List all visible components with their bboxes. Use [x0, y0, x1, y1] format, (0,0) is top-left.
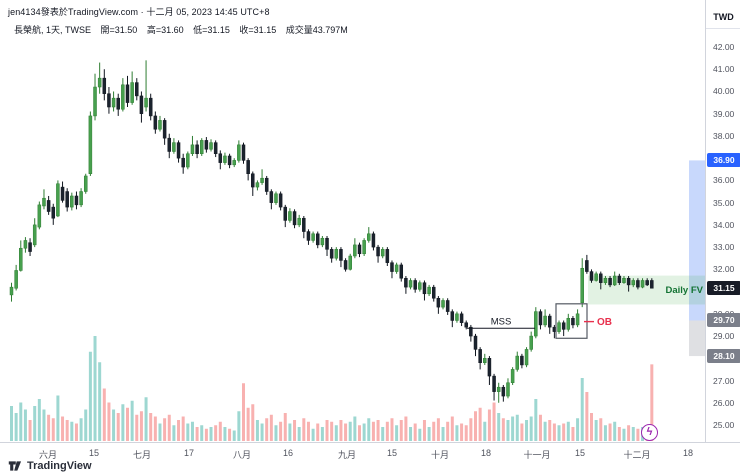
- time-tick: 16: [282, 448, 294, 458]
- ob-annotation[interactable]: OB: [584, 317, 612, 328]
- time-tick: 15: [574, 448, 586, 458]
- price-marker: 28.10: [707, 349, 740, 364]
- daily-fv-label: Daily FV: [666, 285, 704, 296]
- tradingview-logo[interactable]: TradingView: [8, 459, 92, 473]
- time-tick: 九月: [337, 450, 357, 460]
- ohlc-high: 高=31.60: [146, 25, 184, 35]
- price-tick: 25.00: [713, 419, 735, 430]
- volume-value: 成交量43.797M: [285, 25, 348, 35]
- mss-label: MSS: [491, 316, 512, 327]
- price-tick: 26.00: [713, 397, 735, 408]
- ohlc-open: 開=31.50: [100, 25, 138, 35]
- tradingview-logo-icon: [8, 461, 22, 471]
- mss-annotation[interactable]: MSS: [467, 316, 535, 329]
- price-tick: 38.00: [713, 130, 735, 141]
- symbol-info[interactable]: 長榮航, 1天, TWSE: [14, 25, 92, 35]
- time-tick: 十一月: [523, 450, 551, 460]
- price-tick: 27.00: [713, 375, 735, 386]
- price-tick: 42.00: [713, 42, 735, 52]
- price-axis[interactable]: TWD 42.00 41.00 40.00 39.00 38.00 36.00 35.00 3…: [705, 0, 740, 442]
- price-tick: 40.00: [713, 86, 735, 97]
- price-tick: 41.00: [713, 64, 735, 75]
- candles[interactable]: [9, 60, 654, 403]
- time-tick: 18: [480, 448, 492, 458]
- price-tick: 36.00: [713, 175, 735, 186]
- currency-label: TWD: [706, 12, 740, 29]
- ohlc-close: 收=31.15: [239, 25, 277, 35]
- time-axis[interactable]: 六月 15 七月 17 八月 16 九月 15 十月 18 十一月 15 十二月 18: [0, 442, 740, 462]
- boost-lightning-icon[interactable]: ϟ: [641, 424, 658, 441]
- time-tick: 15: [386, 448, 398, 458]
- price-tick: 29.00: [713, 331, 735, 342]
- tradingview-logo-text: TradingView: [27, 460, 92, 472]
- ohlc-low: 低=31.15: [193, 25, 230, 35]
- time-tick: 七月: [132, 450, 152, 460]
- price-marker: 29.70: [707, 313, 740, 328]
- price-projection-bands[interactable]: [689, 160, 705, 357]
- time-tick: 六月: [38, 450, 58, 460]
- time-tick: 十二月: [623, 450, 651, 460]
- price-tick: 39.00: [713, 108, 735, 119]
- price-tick: 33.00: [713, 242, 735, 253]
- price-tick: 35.00: [713, 197, 735, 208]
- ob-label: OB: [597, 317, 612, 328]
- price-tick: 32.00: [713, 264, 735, 275]
- volume-bars: [10, 336, 654, 441]
- price-marker: 36.90: [707, 153, 740, 168]
- symbol-legend[interactable]: 長榮航, 1天, TWSE 開=31.50 高=31.60 低=31.15 收=…: [14, 23, 355, 36]
- time-tick: 八月: [232, 450, 252, 460]
- time-tick: 18: [682, 448, 694, 458]
- price-tick: 34.00: [713, 219, 735, 230]
- time-tick: 十月: [430, 450, 450, 460]
- time-tick: 17: [183, 448, 195, 458]
- byline-text: jen4134發表於TradingView.com · 十二月 05, 2023…: [8, 7, 270, 17]
- time-tick: 15: [88, 448, 100, 458]
- price-marker: 31.15: [707, 281, 740, 296]
